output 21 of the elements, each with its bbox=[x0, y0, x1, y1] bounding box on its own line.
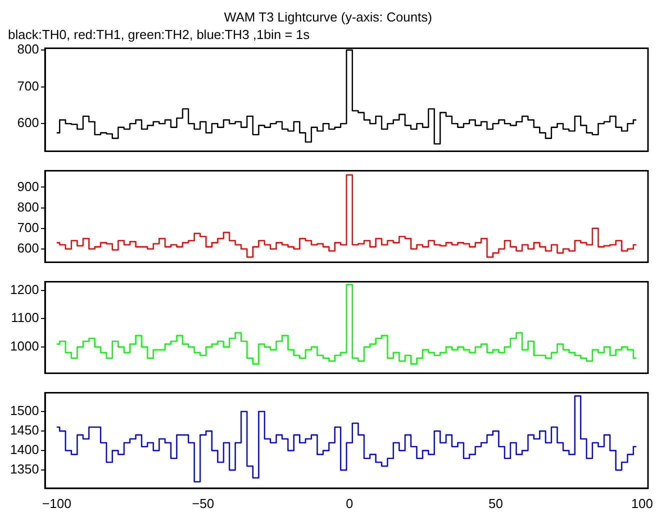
y-tick-label: 700 bbox=[17, 220, 39, 235]
y-tick-label: 1450 bbox=[10, 422, 39, 438]
y-tick-label: 800 bbox=[17, 42, 39, 57]
y-tick-label: 600 bbox=[17, 240, 39, 256]
y-tick-label: 1000 bbox=[10, 338, 39, 354]
y-tick-label: 800 bbox=[17, 199, 39, 214]
y-tick-label: 1500 bbox=[10, 403, 39, 418]
x-tick-label: −100 bbox=[42, 496, 72, 511]
x-tick-label: 50 bbox=[488, 496, 504, 511]
x-tick-label: −50 bbox=[192, 496, 214, 511]
y-tick-label: 1350 bbox=[10, 462, 39, 477]
chart-title: WAM T3 Lightcurve (y-axis: Counts) bbox=[224, 9, 432, 24]
y-tick-label: 900 bbox=[17, 178, 39, 194]
y-tick-label: 1400 bbox=[10, 442, 39, 458]
x-tick-label: 0 bbox=[346, 496, 354, 511]
y-tick-label: 1100 bbox=[11, 310, 39, 326]
x-tick-label: 100 bbox=[631, 496, 653, 511]
y-tick-label: 1200 bbox=[10, 282, 39, 297]
y-tick-label: 700 bbox=[17, 78, 39, 94]
chart-subtitle: black:TH0, red:TH1, green:TH2, blue:TH3 ,1bin = 1s bbox=[8, 26, 310, 42]
y-tick-label: 600 bbox=[17, 115, 39, 130]
